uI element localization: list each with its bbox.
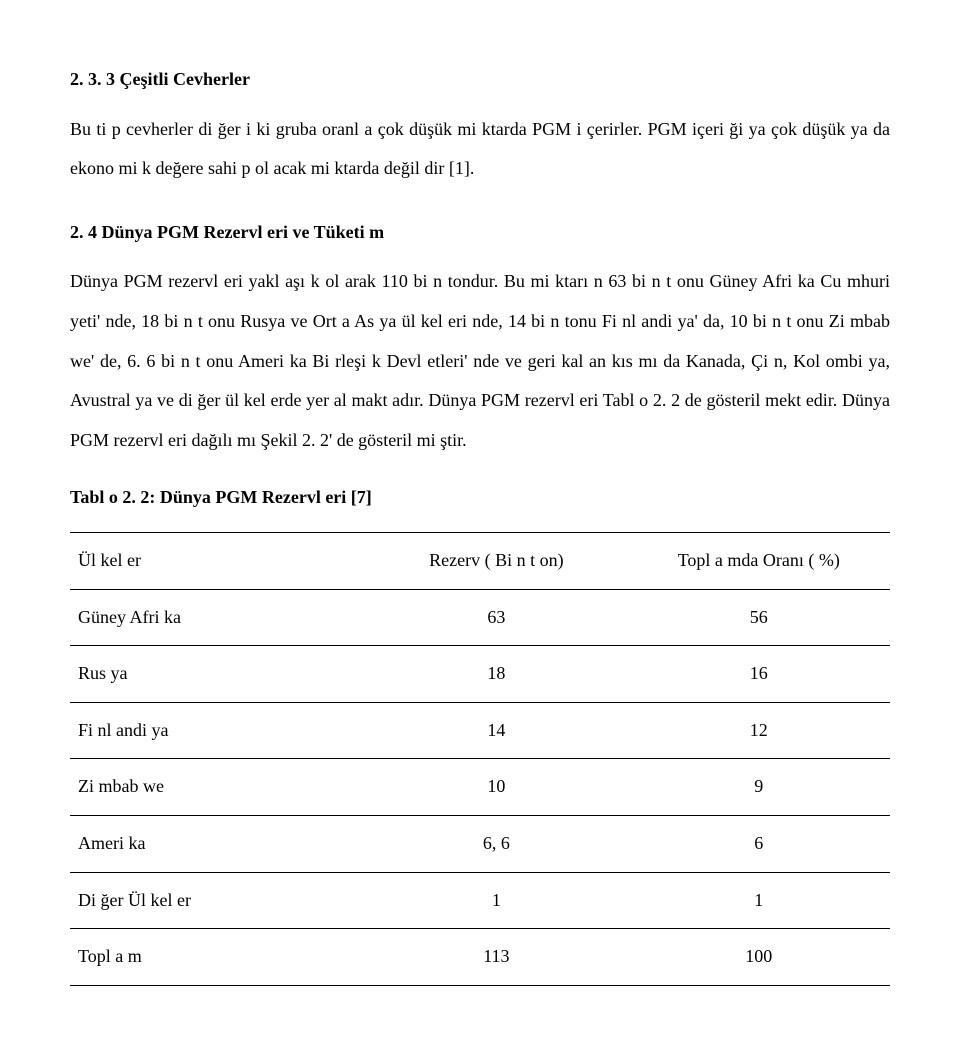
table-row: Zi mbab we 10 9 [70,759,890,816]
cell-share: 16 [628,646,890,703]
table-caption: Tabl o 2. 2: Dünya PGM Rezervl eri [7] [70,478,890,518]
cell-share: 9 [628,759,890,816]
table-header-row: Ül kel er Rezerv ( Bi n t on) Topl a mda… [70,532,890,589]
table-row: Fi nl andi ya 14 12 [70,702,890,759]
cell-share: 6 [628,815,890,872]
cell-country: Güney Afri ka [70,589,365,646]
cell-reserve: 113 [365,929,627,986]
table-row: Ameri ka 6, 6 6 [70,815,890,872]
cell-share: 1 [628,872,890,929]
cell-share: 56 [628,589,890,646]
section-2-paragraph: Dünya PGM rezervl eri yakl aşı k ol arak… [70,262,890,460]
table-row: Di ğer Ül kel er 1 1 [70,872,890,929]
cell-country: Ameri ka [70,815,365,872]
cell-share: 100 [628,929,890,986]
cell-country: Fi nl andi ya [70,702,365,759]
cell-country: Rus ya [70,646,365,703]
cell-country: Di ğer Ül kel er [70,872,365,929]
section-heading-2: 2. 4 Dünya PGM Rezervl eri ve Tüketi m [70,213,890,253]
table-header-country: Ül kel er [70,532,365,589]
cell-reserve: 63 [365,589,627,646]
table-row: Topl a m 113 100 [70,929,890,986]
cell-reserve: 6, 6 [365,815,627,872]
table-header-share: Topl a mda Oranı ( %) [628,532,890,589]
cell-reserve: 1 [365,872,627,929]
cell-reserve: 14 [365,702,627,759]
section-heading-1: 2. 3. 3 Çeşitli Cevherler [70,60,890,100]
pgm-reserves-table: Ül kel er Rezerv ( Bi n t on) Topl a mda… [70,532,890,986]
cell-country: Zi mbab we [70,759,365,816]
table-row: Güney Afri ka 63 56 [70,589,890,646]
cell-reserve: 10 [365,759,627,816]
table-header-reserve: Rezerv ( Bi n t on) [365,532,627,589]
cell-reserve: 18 [365,646,627,703]
cell-share: 12 [628,702,890,759]
cell-country: Topl a m [70,929,365,986]
table-row: Rus ya 18 16 [70,646,890,703]
section-1-paragraph: Bu ti p cevherler di ğer i ki gruba oran… [70,110,890,189]
